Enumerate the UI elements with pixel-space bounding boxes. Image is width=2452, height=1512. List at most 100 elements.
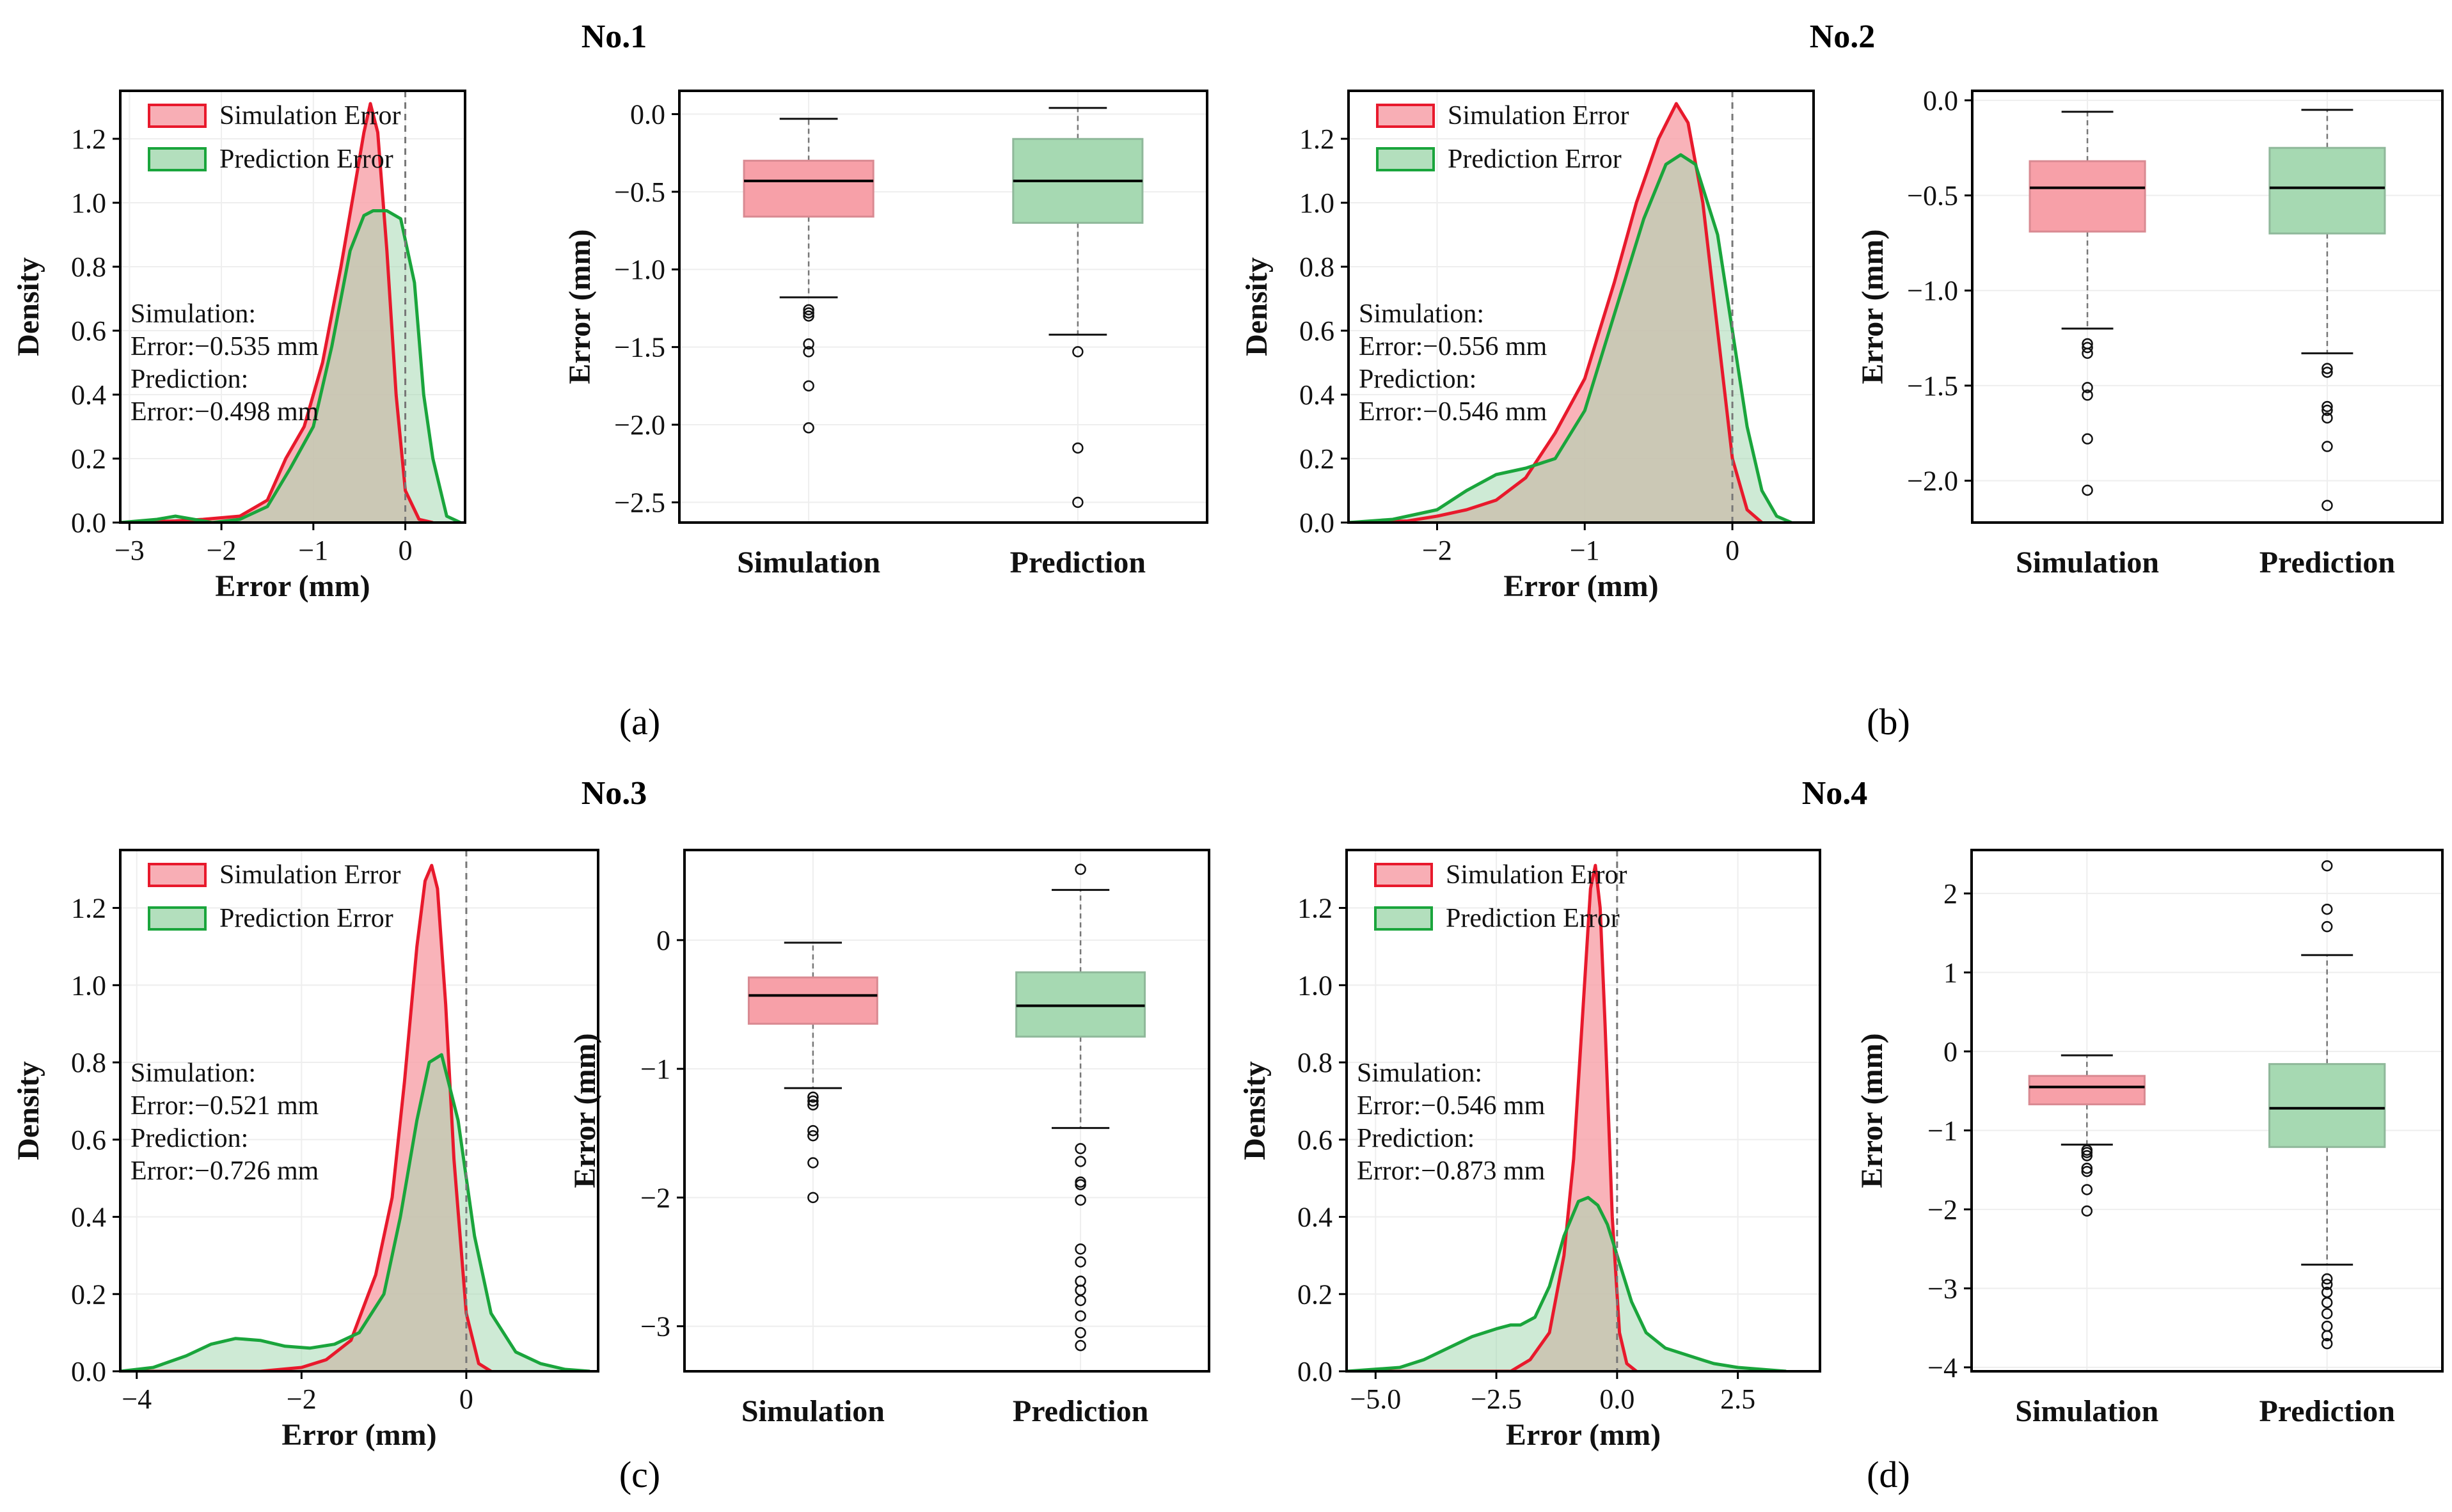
density-2-ytick-label: 0.0 (1299, 507, 1334, 539)
box-1-ytick-label: −0.5 (614, 177, 665, 208)
box-3-simulation-outlier (807, 1130, 819, 1142)
box-1-simulation-outlier (803, 338, 814, 350)
box-3-ytick-label: −1 (640, 1053, 670, 1085)
density-1-frame (119, 90, 466, 524)
box-1-ytick-label: −2.5 (614, 487, 665, 518)
box-3-simulation-outlier (807, 1091, 819, 1103)
density-1-ytick-label: 0.8 (71, 251, 106, 283)
box-2-simulation-outlier (2082, 390, 2093, 401)
density-2-ylabel: Density (1240, 257, 1274, 356)
box-3-plot-bg (684, 850, 1209, 1371)
box-4-prediction-outlier (2321, 1308, 2333, 1319)
density-1-annotation-line: Error:−0.535 mm (131, 332, 319, 361)
box-4-ylabel: Error (mm) (1855, 1033, 1889, 1188)
density-4-ytick-label: 0.6 (1297, 1124, 1333, 1156)
density-1-simulation-line (120, 102, 434, 523)
density-1-annotation-line: Error:−0.498 mm (131, 397, 319, 427)
density-2-ytick-label: 0.2 (1299, 443, 1334, 475)
box-1-category-label-prediction: Prediction (1010, 546, 1146, 579)
box-1-simulation-outlier (803, 304, 814, 316)
box-3-simulation-outlier (807, 1124, 819, 1137)
density-1-legend-label-simulation: Simulation Error (219, 101, 400, 130)
density-3-legend-swatch-prediction (148, 906, 207, 931)
density-3-panel: 0.0 0.2 0.4 0.6 0.8 1.0 1.2 −4 −2 0 Error (mm) Dens… (12, 849, 599, 1452)
density-4-ytick-label: 0.2 (1297, 1279, 1333, 1310)
density-1-ylabel: Density (12, 257, 45, 356)
density-4-xtick-label: −5.0 (1350, 1383, 1401, 1415)
density-2-legend-label-simulation: Simulation Error (1448, 101, 1629, 130)
density-4-annotation-line: Error:−0.873 mm (1357, 1156, 1546, 1186)
box-4-simulation-outlier (2081, 1205, 2093, 1217)
box-4-ytick-label: 0 (1943, 1036, 1958, 1067)
box-4-prediction-outlier (2321, 1338, 2333, 1350)
box-2-ytick-label: −0.5 (1907, 180, 1958, 212)
density-1-xtick-label: −3 (115, 535, 145, 566)
box-4-ytick-label: 1 (1943, 957, 1958, 988)
box-3-panel: Simulation Prediction 0 −1 −2 −3 Error (mm) (568, 849, 1210, 1428)
box-3-frame (683, 849, 1210, 1373)
density-1-annotation-line: Simulation: (131, 299, 256, 329)
box-3-category-label-simulation: Simulation (741, 1394, 885, 1428)
density-2-annotation-line: Error:−0.546 mm (1359, 397, 1547, 427)
box-3-simulation-outlier (807, 1192, 819, 1204)
density-2-panel: 0.0 0.2 0.4 0.6 0.8 1.0 1.2 −2 −1 0 Error (mm) Dens… (1240, 90, 1815, 603)
density-4-ytick-label: 1.0 (1297, 970, 1333, 1001)
box-2-panel: Simulation Prediction 0.0 −0.5 −1.0 −1.5 −2.0 E… (1856, 85, 2444, 579)
box-1-category-label-simulation: Simulation (737, 546, 880, 579)
box-4-ytick-label: −4 (1927, 1352, 1958, 1383)
box-3-simulation-outlier (807, 1095, 819, 1107)
density-1-ytick-label: 0.0 (71, 507, 106, 539)
density-4-legend-swatch-prediction (1374, 906, 1433, 931)
box-4-category-label-prediction: Prediction (2259, 1394, 2394, 1428)
box-4-ytick-label: 2 (1943, 878, 1958, 910)
density-3-annotation-line: Simulation: (131, 1059, 256, 1088)
box-4-panel: Simulation Prediction 2 1 0 −1 −2 −3 −4 Error (mm… (1855, 849, 2444, 1428)
box-4-simulation-outlier (2081, 1184, 2093, 1195)
box-3-category-label-prediction: Prediction (1013, 1394, 1148, 1428)
density-4-xtick-label: −2.5 (1471, 1383, 1522, 1415)
box-4-prediction-outlier (2321, 1330, 2333, 1342)
box-2-ytick-label: −1.5 (1907, 370, 1958, 402)
box-3-ylabel: Error (mm) (568, 1033, 602, 1188)
box-3-simulation-outlier (807, 1099, 819, 1111)
box-3-prediction-outlier (1075, 1143, 1086, 1154)
density-2-legend-swatch-simulation (1376, 104, 1435, 128)
box-2-ytick-label: −2.0 (1907, 466, 1958, 497)
box-4-category-label-simulation: Simulation (2015, 1394, 2158, 1428)
density-1-ytick-label: 0.4 (71, 379, 106, 411)
density-3-annotation-line: Prediction: (131, 1124, 248, 1153)
density-1-legend-swatch-simulation (148, 104, 207, 128)
density-2-xlabel: Error (mm) (1503, 569, 1658, 603)
density-1-ytick-label: 0.2 (71, 443, 106, 475)
subfigure-label-a: (a) (619, 701, 660, 743)
box-1-ytick-label: −1.5 (614, 332, 665, 363)
box-2-prediction-outlier (2321, 441, 2333, 452)
density-4-area-group (1347, 863, 1787, 1371)
density-2-prediction-line (1349, 153, 1792, 523)
density-4-annotation-line: Prediction: (1357, 1124, 1475, 1153)
density-4-xtick-label: 0.0 (1599, 1383, 1634, 1415)
density-3-legend-label-simulation: Simulation Error (219, 860, 400, 890)
density-2-legend-swatch-prediction (1376, 147, 1435, 171)
box-1-frame (678, 90, 1208, 524)
density-4-annotation-line: Error:−0.546 mm (1357, 1091, 1546, 1121)
box-2-prediction-box (2268, 146, 2386, 235)
box-3-prediction-outlier (1075, 1179, 1086, 1190)
density-4-xlabel: Error (mm) (1506, 1418, 1661, 1452)
density-2-xtick-label: 0 (1725, 535, 1739, 566)
density-2-annotation-line: Prediction: (1359, 365, 1476, 394)
box-3-ytick-label: 0 (656, 925, 670, 956)
density-1-xlabel: Error (mm) (215, 569, 370, 603)
density-3-prediction-fill (120, 1055, 590, 1371)
box-3-prediction-outlier (1075, 1310, 1086, 1322)
box-2-simulation-outlier (2082, 382, 2093, 393)
box-2-ytick-label: 0.0 (1923, 85, 1958, 116)
box-1-ylabel: Error (mm) (563, 229, 597, 384)
density-3-xtick-label: 0 (459, 1383, 473, 1415)
density-4-ytick-label: 0.8 (1297, 1047, 1333, 1078)
density-1-prediction-fill (120, 210, 461, 523)
density-3-annotation-line: Error:−0.726 mm (131, 1156, 319, 1186)
density-1-panel: 0.0 0.2 0.4 0.6 0.8 1.0 1.2 −3 −2 −1 0 Error (mm) De… (12, 90, 466, 603)
density-1-xtick-label: −2 (207, 535, 237, 566)
density-2-frame (1347, 90, 1815, 524)
